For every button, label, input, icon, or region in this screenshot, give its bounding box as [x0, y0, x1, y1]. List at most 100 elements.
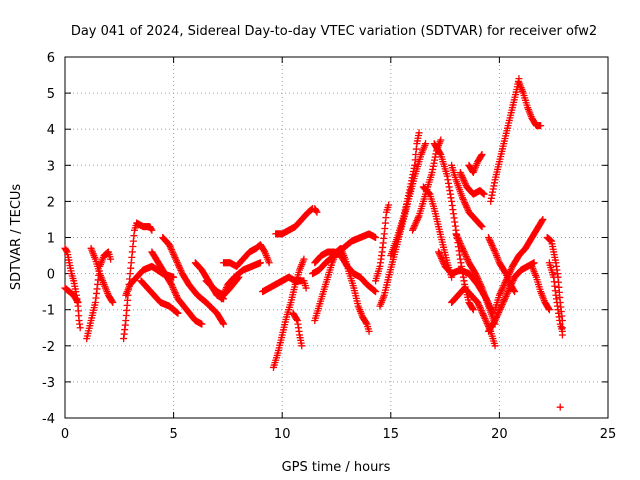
data-point — [464, 205, 472, 213]
data-point — [312, 207, 320, 215]
data-point — [220, 290, 228, 298]
data-point — [538, 217, 546, 225]
data-point — [476, 279, 484, 287]
data-point — [313, 208, 321, 216]
series-arc-13 — [217, 259, 264, 303]
data-point — [169, 249, 177, 257]
data-point — [147, 225, 155, 233]
data-point — [424, 189, 432, 197]
series-arc-34 — [485, 259, 538, 335]
data-point — [477, 305, 485, 313]
data-point — [412, 218, 420, 226]
data-point — [218, 293, 226, 301]
data-point — [413, 217, 421, 225]
data-point — [219, 319, 227, 327]
data-point — [474, 298, 482, 306]
data-point — [460, 248, 468, 256]
data-point — [174, 309, 182, 317]
data-point — [459, 246, 467, 254]
data-point — [76, 324, 84, 332]
data-point — [220, 320, 228, 328]
data-point — [365, 327, 373, 335]
data-point — [220, 288, 228, 296]
data-point — [487, 238, 495, 246]
chart-title: Day 041 of 2024, Sidereal Day-to-day VTE… — [71, 24, 597, 39]
data-point — [477, 281, 485, 289]
series-arc-41 — [545, 259, 566, 335]
data-point — [498, 286, 506, 294]
data-point — [474, 300, 482, 308]
data-point — [177, 266, 185, 274]
data-point — [477, 282, 485, 290]
data-point — [221, 287, 229, 295]
data-point — [462, 252, 470, 260]
data-point — [435, 248, 443, 256]
data-point — [372, 234, 380, 241]
series-arc-29 — [456, 169, 488, 198]
data-point — [73, 297, 81, 305]
data-point — [414, 213, 422, 221]
data-point — [170, 252, 178, 260]
data-point — [556, 403, 564, 411]
data-point — [487, 240, 495, 248]
data-point — [545, 306, 553, 314]
data-point — [171, 288, 179, 296]
data-point — [503, 291, 511, 299]
data-point — [175, 263, 183, 271]
data-point — [486, 237, 494, 245]
data-point — [461, 180, 469, 188]
data-point — [511, 288, 519, 296]
data-point — [170, 273, 178, 281]
data-point — [437, 136, 445, 144]
data-point — [456, 238, 464, 246]
data-point — [452, 230, 460, 238]
data-point — [165, 241, 173, 249]
data-point — [217, 295, 225, 303]
y-tick-label: -4 — [42, 412, 55, 427]
data-point — [501, 294, 509, 302]
y-tick-label: 6 — [47, 51, 55, 66]
data-point — [502, 292, 510, 300]
data-point — [461, 249, 469, 257]
data-point — [479, 310, 487, 318]
data-point — [477, 221, 485, 229]
series-arc-17 — [272, 205, 317, 238]
data-point — [494, 310, 502, 318]
series-arc-37 — [487, 75, 523, 205]
data-point — [256, 259, 264, 267]
x-tick-label: 15 — [383, 427, 400, 442]
series-arc-14 — [259, 273, 310, 296]
data-point — [410, 223, 418, 231]
data-point — [414, 215, 422, 223]
data-point — [510, 286, 518, 294]
data-point — [169, 284, 177, 292]
data-point — [483, 319, 491, 327]
data-point — [436, 251, 444, 259]
data-point — [477, 152, 485, 160]
series-arc-36 — [485, 234, 519, 296]
data-point — [459, 175, 467, 183]
data-point — [260, 247, 268, 255]
data-point — [500, 297, 508, 305]
series-arc-2 — [61, 284, 82, 306]
x-tick-label: 5 — [169, 427, 177, 442]
data-point — [489, 243, 497, 251]
data-point — [458, 172, 466, 180]
data-point — [464, 256, 472, 264]
data-point — [436, 149, 444, 157]
y-axis-label: SDTVAR / TECUs — [9, 184, 24, 291]
series-arc-8 — [148, 248, 206, 328]
x-axis-label: GPS time / hours — [282, 460, 391, 475]
data-point — [453, 231, 461, 239]
data-point — [173, 258, 181, 266]
data-point — [170, 250, 178, 258]
data-point — [300, 255, 308, 263]
data-point — [495, 291, 503, 299]
data-point — [530, 259, 538, 267]
data-point — [168, 282, 176, 290]
data-point — [460, 197, 468, 205]
series-arc-4 — [87, 244, 117, 306]
data-point — [166, 242, 174, 250]
data-point — [488, 242, 496, 250]
series-arc-15 — [270, 255, 308, 371]
